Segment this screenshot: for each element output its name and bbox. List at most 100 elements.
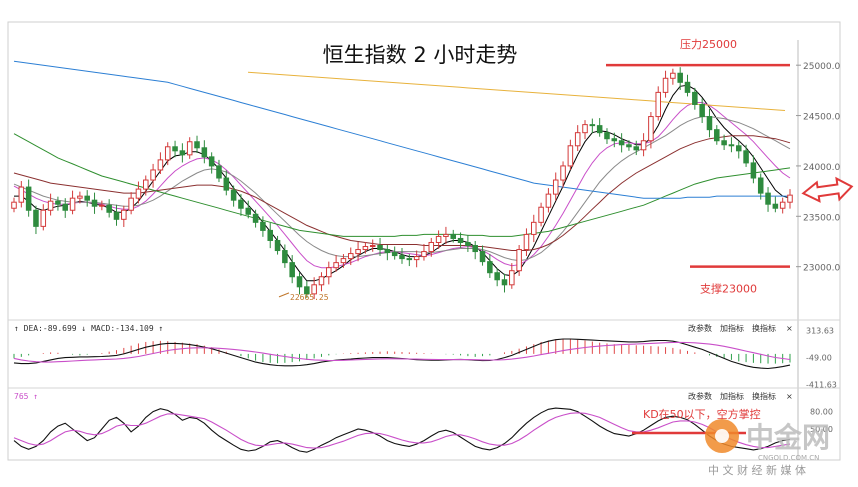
candle-body bbox=[55, 200, 61, 205]
candle-body bbox=[589, 124, 596, 127]
candle-body bbox=[186, 141, 193, 156]
candle-body bbox=[406, 258, 413, 261]
candle-body bbox=[465, 241, 471, 247]
moving-average-line-3 bbox=[13, 135, 791, 251]
candle-body bbox=[670, 72, 676, 79]
support-label: 支撑23000 bbox=[700, 282, 757, 296]
candle-body bbox=[523, 233, 530, 251]
candle-body bbox=[391, 252, 398, 257]
candle-body bbox=[69, 197, 76, 211]
candle-body bbox=[223, 177, 230, 191]
kd-panel: 765 ↑ 改参数 加指标 换指标 × 80.00 50.00 KD在50以下，空方掌控 bbox=[13, 391, 833, 453]
candle-body bbox=[135, 188, 142, 199]
candle-body bbox=[626, 144, 632, 148]
candle-body bbox=[472, 245, 478, 253]
candle-body bbox=[787, 194, 793, 203]
kd-toolbar-item[interactable]: × bbox=[786, 392, 793, 401]
kd-y-tick-label: 50.00 bbox=[810, 425, 833, 434]
candle-body bbox=[413, 256, 420, 261]
candle-body bbox=[150, 169, 156, 181]
kd-toolbar-item[interactable]: 换指标 bbox=[752, 391, 776, 401]
candle-body bbox=[662, 77, 669, 93]
candle-body bbox=[194, 141, 200, 149]
candle-body bbox=[728, 144, 735, 147]
candle-body bbox=[545, 193, 552, 208]
candle-body bbox=[40, 209, 47, 227]
macd-y-tick-label: -49.00 bbox=[806, 354, 832, 363]
kd-toolbar-item[interactable]: 加指标 bbox=[720, 391, 744, 401]
candle-body bbox=[552, 179, 559, 195]
candle-body bbox=[633, 146, 640, 151]
candle-body bbox=[516, 249, 522, 272]
macd-panel: ↑ DEA:-89.699 ↓ MACD:-134.109 ↑ 改参数 加指标 换指标… bbox=[13, 323, 837, 390]
direction-arrow-icon bbox=[801, 176, 854, 203]
candle-body bbox=[18, 186, 25, 203]
candle-body bbox=[355, 249, 361, 255]
moving-average-line-4 bbox=[13, 133, 791, 237]
candle-body bbox=[267, 229, 273, 241]
candle-body bbox=[33, 209, 39, 227]
moving-average-line-1 bbox=[13, 102, 791, 269]
candle-body bbox=[684, 81, 691, 93]
macd-toolbar-item[interactable]: 改参数 bbox=[688, 323, 712, 333]
candle-body bbox=[333, 262, 339, 269]
kd-k-line bbox=[13, 407, 791, 453]
candle-body bbox=[179, 150, 186, 156]
macd-y-tick-label: 313.63 bbox=[806, 326, 834, 335]
candle-body bbox=[377, 245, 383, 251]
candle-body bbox=[457, 237, 464, 243]
candle-body bbox=[230, 189, 237, 201]
candle-body bbox=[611, 138, 618, 142]
main-chart-panel: 25000.0 24500.0 24000.0 23500.0 23000.0 恒生指数 … bbox=[7, 21, 854, 461]
candle-body bbox=[260, 221, 266, 231]
candle-body bbox=[304, 286, 310, 295]
macd-toolbar-item[interactable]: 换指标 bbox=[752, 323, 776, 333]
macd-toolbar-item[interactable]: 加指标 bbox=[720, 323, 744, 333]
candle-body bbox=[648, 116, 654, 142]
candle-body bbox=[582, 124, 588, 134]
candle-body bbox=[743, 150, 749, 164]
candle-body bbox=[157, 159, 164, 171]
candle-body bbox=[347, 253, 354, 260]
candle-body bbox=[128, 197, 134, 211]
candle-body bbox=[318, 276, 325, 286]
candle-body bbox=[208, 156, 215, 167]
candle-body bbox=[596, 125, 603, 134]
candle-body bbox=[721, 140, 727, 146]
candle-body bbox=[692, 91, 698, 105]
candle-body bbox=[428, 241, 435, 253]
macd-dea-line bbox=[13, 341, 791, 363]
candle-body bbox=[326, 267, 332, 278]
y-tick-label: 24000.0 bbox=[803, 163, 840, 173]
candle-body bbox=[282, 250, 288, 264]
candle-body bbox=[435, 235, 442, 243]
candle-body bbox=[296, 276, 303, 288]
candle-body bbox=[772, 203, 779, 209]
candle-body bbox=[99, 204, 105, 207]
kd-d-line bbox=[13, 412, 791, 449]
candle-body bbox=[443, 233, 449, 237]
y-tick-label: 23500.0 bbox=[803, 213, 840, 223]
watermark-brand: 中金网 bbox=[746, 421, 830, 454]
macd-toolbar-item[interactable]: × bbox=[786, 324, 793, 333]
candle-body bbox=[121, 209, 127, 220]
candle-body bbox=[706, 116, 713, 131]
candle-body bbox=[779, 201, 786, 209]
watermark-tagline: 中 文 财 经 新 媒 体 bbox=[708, 463, 806, 477]
low-marker-line bbox=[278, 292, 290, 298]
candle-body bbox=[362, 246, 369, 251]
candle-body bbox=[143, 179, 149, 190]
moving-average-line-5 bbox=[13, 60, 790, 199]
candle-body bbox=[384, 249, 391, 254]
candle-body bbox=[11, 201, 17, 209]
kd-toolbar-item[interactable]: 改参数 bbox=[688, 391, 712, 401]
candle-body bbox=[311, 284, 317, 295]
kd-y-tick-label: 80.00 bbox=[810, 408, 833, 417]
resistance-label: 压力25000 bbox=[680, 38, 737, 51]
candle-body bbox=[501, 279, 508, 286]
watermark-site: CNGOLD.COM.CN bbox=[758, 454, 819, 462]
candle-body bbox=[369, 245, 376, 248]
candle-body bbox=[765, 192, 771, 205]
macd-title: ↑ DEA:-89.699 ↓ MACD:-134.109 ↑ bbox=[14, 324, 163, 333]
